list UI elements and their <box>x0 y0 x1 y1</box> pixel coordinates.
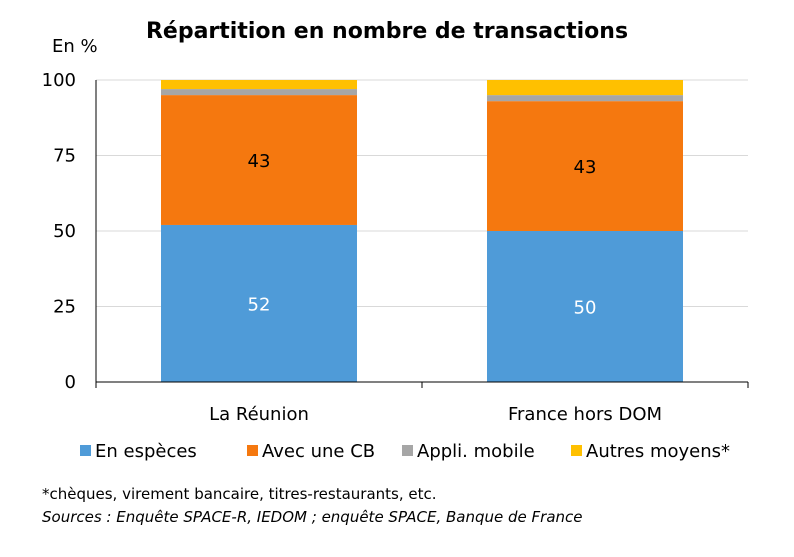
bars: 52 43 50 43 <box>161 80 683 382</box>
y-tick-label: 0 <box>65 372 76 393</box>
legend-entry: Avec une CB <box>262 441 375 462</box>
data-label: 50 <box>574 298 597 319</box>
bar-segment <box>161 95 357 225</box>
bar-segment <box>487 95 683 102</box>
legend-swatch <box>247 445 258 456</box>
y-tick-label: 100 <box>42 70 76 91</box>
data-label: 52 <box>248 294 271 315</box>
legend-entry: En espèces <box>95 441 197 462</box>
x-tick-label: La Réunion <box>209 404 309 425</box>
sources-note: Sources : Enquête SPACE-R, IEDOM ; enquê… <box>42 508 583 526</box>
stacked-bar-chart: Répartition en nombre de transactions En… <box>42 19 749 462</box>
unit-label: En % <box>52 36 98 57</box>
bar-segment <box>161 224 357 382</box>
data-label: 43 <box>574 157 597 178</box>
x-tick-label: France hors DOM <box>508 404 662 425</box>
legend: En espèces Avec une CB Appli. mobile Autres… <box>80 441 730 462</box>
bar-segment <box>487 101 683 231</box>
legend-swatch <box>571 445 582 456</box>
footnote: *chèques, virement bancaire, titres-rest… <box>42 485 437 503</box>
data-label: 43 <box>248 151 271 172</box>
y-tick-label: 50 <box>53 221 76 242</box>
bar-segment <box>161 89 357 96</box>
x-axis: La Réunion France hors DOM <box>95 381 749 425</box>
chart-title: Répartition en nombre de transactions <box>146 19 628 44</box>
y-axis: 0 25 50 75 100 <box>42 70 97 393</box>
legend-swatch <box>80 445 91 456</box>
y-tick-label: 25 <box>53 297 76 318</box>
y-tick-label: 75 <box>53 146 76 167</box>
legend-entry: Appli. mobile <box>417 441 535 462</box>
legend-entry: Autres moyens* <box>586 441 730 462</box>
legend-swatch <box>402 445 413 456</box>
bar-segment <box>487 80 683 96</box>
bar-segment <box>161 80 357 90</box>
bar-segment <box>487 231 683 382</box>
